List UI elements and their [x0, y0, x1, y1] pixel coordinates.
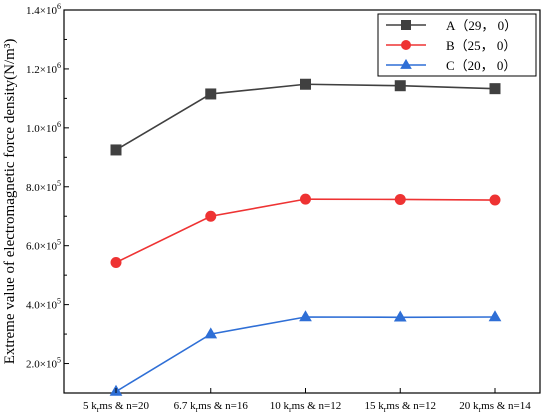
- series-line: [115, 316, 496, 393]
- x-tick-label-part: 15 k: [364, 400, 384, 412]
- data-point: [299, 310, 312, 322]
- plot-frame: [63, 9, 541, 394]
- plot-area: [63, 9, 541, 396]
- data-point: [393, 310, 407, 322]
- x-tick-label-part: ms & n=12: [386, 400, 436, 412]
- y-tick-label: 8.0×105: [26, 179, 61, 194]
- data-point: [300, 193, 311, 205]
- x-tick-label-subscript: r: [97, 405, 100, 414]
- x-tick-label-part: 10 k: [270, 400, 290, 412]
- legend-marker: [400, 58, 412, 69]
- y-tick-exponent: 6: [57, 2, 61, 11]
- legend-label: B（25， 0）: [446, 38, 516, 53]
- x-tick-label-part: ms & n=12: [292, 400, 342, 412]
- y-tick-mantissa: 1.2×10: [26, 64, 57, 76]
- x-tick-label-part: 6.7 k: [174, 400, 197, 412]
- x-tick-label-subscript: r: [289, 405, 292, 414]
- x-tick-label: 20 krms & n=14: [459, 400, 531, 414]
- y-axis-label: Extreme value of electromagnetic force d…: [2, 39, 18, 365]
- x-tick-label: 15 krms & n=12: [364, 400, 436, 414]
- x-tick-label-subscript: r: [478, 405, 481, 414]
- y-tick-label: 1.4×106: [26, 2, 61, 17]
- data-point: [488, 310, 502, 322]
- x-axis-ticks: 5 krms & n=20 6.7 krms & n=16 10 krms & n=…: [83, 388, 531, 414]
- data-point: [394, 80, 406, 92]
- x-tick-label-part: 20 k: [459, 400, 479, 412]
- x-tick-label-part: ms & n=16: [198, 400, 248, 412]
- y-tick-exponent: 6: [57, 61, 61, 70]
- legend-marker: [401, 40, 411, 50]
- data-point: [489, 83, 501, 95]
- x-tick-label-part: 5 k: [83, 400, 97, 412]
- y-tick-label: 2.0×105: [26, 356, 61, 371]
- y-axis-ticks: 2.0×1054.0×1056.0×1058.0×1051.0×1061.2×1…: [26, 2, 69, 394]
- y-tick-exponent: 6: [57, 120, 61, 129]
- legend-marker: [401, 20, 411, 30]
- y-tick-exponent: 5: [57, 179, 61, 188]
- x-tick-label-part: ms & n=14: [481, 400, 531, 412]
- y-tick-mantissa: 8.0×10: [26, 182, 57, 194]
- y-tick-mantissa: 1.0×10: [26, 123, 57, 135]
- y-tick-mantissa: 1.4×10: [26, 5, 57, 17]
- y-tick-mantissa: 2.0×10: [26, 359, 57, 371]
- data-point: [394, 193, 406, 205]
- y-tick-exponent: 5: [57, 356, 61, 365]
- data-point: [205, 88, 217, 100]
- legend: A（29， 0） B（25， 0） C（20， 0）: [377, 13, 537, 77]
- y-tick-label: 4.0×105: [26, 297, 61, 312]
- data-point: [204, 327, 218, 339]
- x-tick-label-part: ms & n=20: [99, 400, 149, 412]
- series-line: [115, 83, 496, 151]
- y-tick-mantissa: 4.0×10: [26, 300, 57, 312]
- data-point: [489, 194, 501, 206]
- y-tick-mantissa: 6.0×10: [26, 241, 57, 253]
- data-point: [110, 144, 122, 156]
- data-point: [110, 256, 122, 268]
- x-tick-label: 5 krms & n=20: [83, 400, 150, 414]
- legend-label: A（29， 0）: [446, 18, 517, 33]
- x-tick-label: 10 krms & n=12: [270, 400, 342, 414]
- data-point: [205, 210, 217, 222]
- x-tick-label: 6.7 krms & n=16: [174, 400, 249, 414]
- y-tick-exponent: 5: [57, 238, 61, 247]
- y-tick-exponent: 5: [57, 297, 61, 306]
- y-tick-label: 6.0×105: [26, 238, 61, 253]
- data-point: [300, 78, 311, 90]
- x-tick-label-subscript: r: [196, 405, 199, 414]
- y-tick-label: 1.2×106: [26, 61, 61, 76]
- x-tick-label-subscript: r: [384, 405, 387, 414]
- series-line: [115, 198, 496, 264]
- legend-label: C（20， 0）: [446, 58, 516, 73]
- y-tick-label: 1.0×106: [26, 120, 61, 135]
